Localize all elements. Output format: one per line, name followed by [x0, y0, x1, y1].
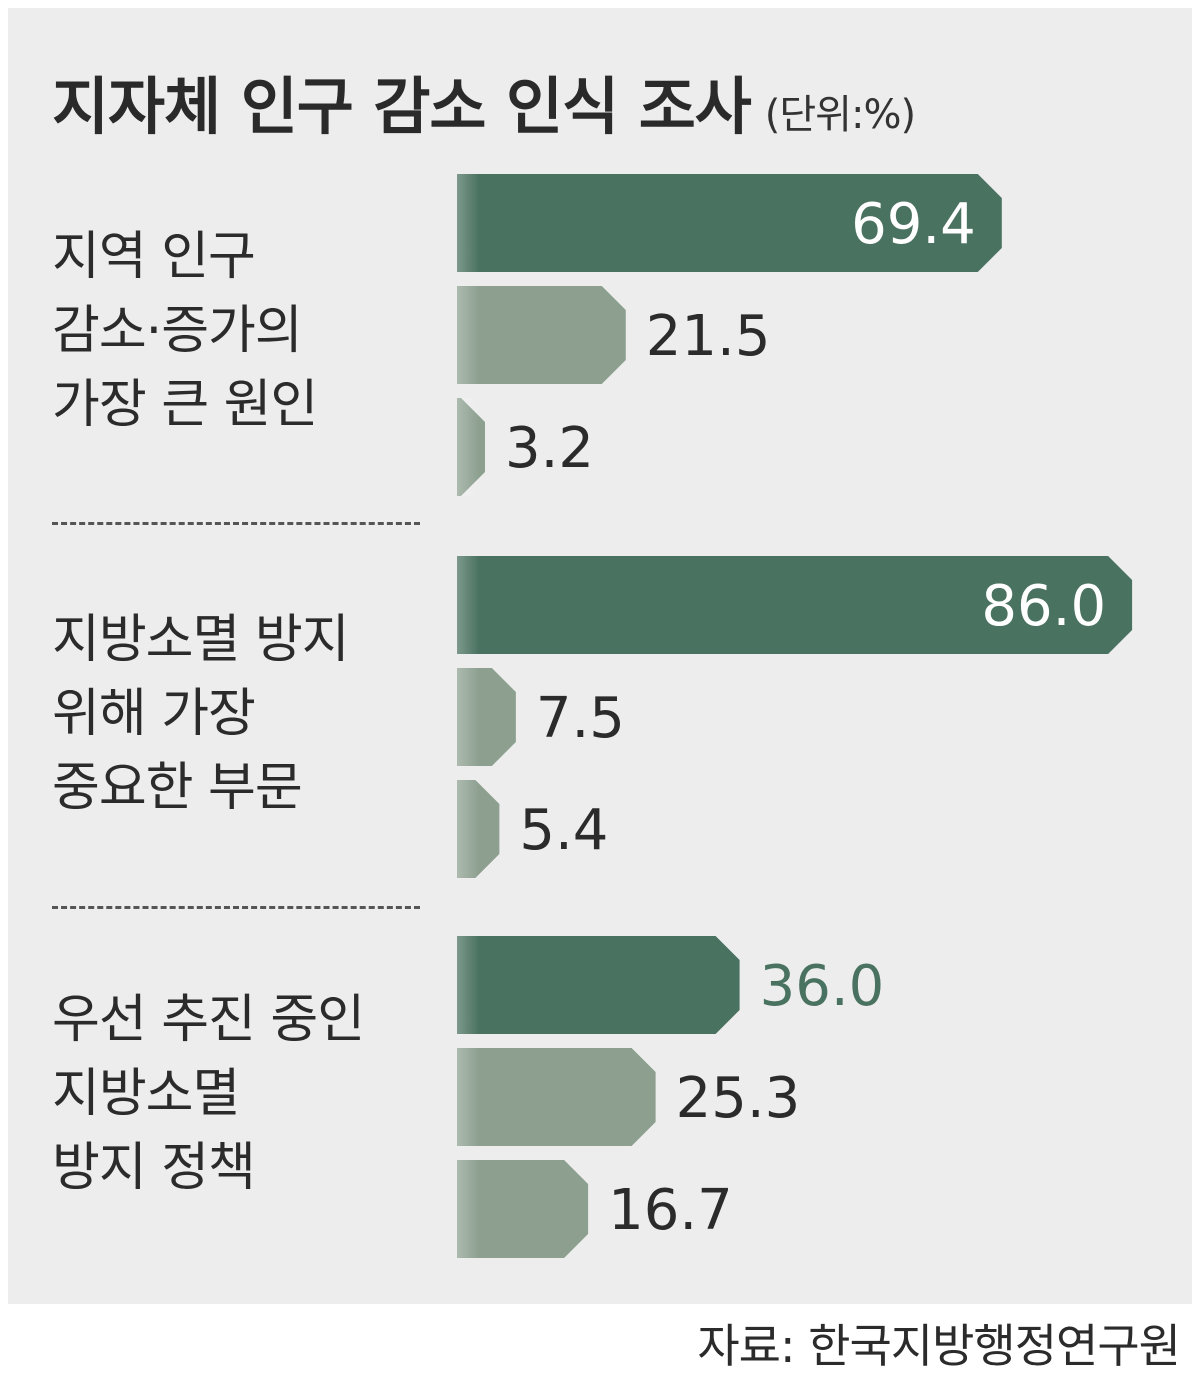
bar	[457, 556, 1133, 654]
bar-shading	[457, 780, 479, 878]
chart-unit: (단위:%)	[764, 92, 916, 138]
data-label: 86.0	[981, 574, 1106, 639]
bar-shading	[457, 936, 479, 1034]
chart-title-block: 지자체 인구 감소 인식 조사 (단위:%)	[52, 56, 916, 146]
data-label: 7.5	[536, 686, 625, 751]
bar-shading	[457, 174, 479, 272]
source-note: 자료: 한국지방행정연구원	[697, 1319, 1181, 1373]
group-label-line: 우선 추진 중인	[52, 990, 365, 1050]
bar-shading	[457, 1160, 479, 1258]
group-label-line: 지역 인구	[52, 227, 256, 287]
bar-shading	[457, 556, 479, 654]
chart-title: 지자체 인구 감소 인식 조사	[52, 70, 752, 143]
data-label: 36.0	[760, 954, 885, 1019]
group-label-line: 가장 큰 원인	[52, 375, 318, 435]
bar	[457, 286, 626, 384]
bar	[457, 936, 740, 1034]
bar	[457, 174, 1002, 272]
bar-shading	[457, 286, 479, 384]
group-label-line: 지방소멸 방지	[52, 610, 350, 670]
group-label-line: 방지 정책	[52, 1138, 256, 1198]
group-separator	[52, 906, 420, 909]
group-label-line: 감소·증가의	[52, 301, 303, 361]
group-label-line: 중요한 부문	[52, 758, 303, 818]
bar	[457, 1048, 656, 1146]
bar-shading	[457, 668, 479, 766]
data-label: 25.3	[676, 1066, 801, 1131]
data-label: 5.4	[519, 798, 608, 863]
group-label-line: 지방소멸	[52, 1064, 240, 1124]
group-separator	[52, 522, 420, 525]
group-label-line: 위해 가장	[52, 684, 256, 744]
group-label-2: 지방소멸 방지 위해 가장 중요한 부문	[52, 603, 442, 825]
data-label: 3.2	[505, 416, 594, 481]
bar	[457, 1160, 589, 1258]
bar-shading	[457, 398, 479, 496]
data-label: 16.7	[608, 1178, 733, 1243]
data-label: 69.4	[851, 192, 976, 257]
data-label: 21.5	[646, 304, 771, 369]
bar-shading	[457, 1048, 479, 1146]
group-label-3: 우선 추진 중인 지방소멸 방지 정책	[52, 983, 442, 1205]
group-label-1: 지역 인구 감소·증가의 가장 큰 원인	[52, 220, 442, 442]
